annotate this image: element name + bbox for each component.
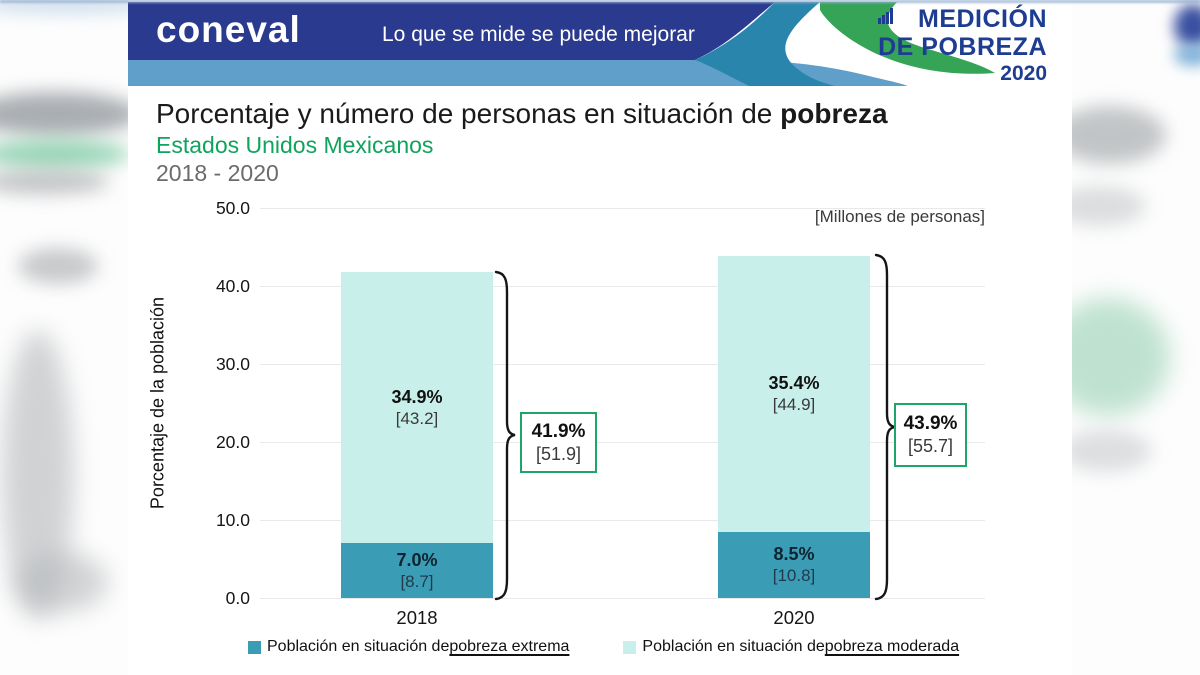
blur-blob — [1174, 4, 1200, 48]
blur-blob — [1072, 186, 1146, 226]
gridline — [260, 286, 985, 287]
blur-blob — [0, 140, 128, 168]
bar-2020-pobreza-extrema: 8.5% [10.8] — [718, 532, 870, 598]
legend-label-prefix: Población en situación de — [267, 638, 450, 655]
bar-value-pct: 7.0% — [396, 549, 438, 570]
blurred-backdrop-left — [0, 0, 128, 675]
y-tick-label: 40.0 — [215, 276, 250, 296]
blur-blob — [16, 552, 108, 612]
y-tick-label: 10.0 — [215, 510, 250, 530]
badge-line3: 2020 — [1000, 62, 1047, 85]
chart-title-regular: Porcentaje y número de personas en situa… — [156, 98, 781, 129]
legend-item-pobreza-moderada: Población en situación de pobreza modera… — [623, 638, 959, 656]
chart-title-bold: pobreza — [780, 98, 888, 129]
unit-note: [Millones de personas] — [814, 207, 985, 226]
y-tick-label: 20.0 — [215, 432, 250, 452]
chart-period: 2018 - 2020 — [156, 160, 279, 187]
x-tick-label-2020: 2020 — [773, 607, 815, 628]
total-millions: [51.9] — [535, 443, 582, 464]
legend: Población en situación de pobreza extrem… — [248, 638, 959, 656]
gridline — [260, 442, 985, 443]
y-tick-label: 30.0 — [215, 354, 250, 374]
slide-canvas: coneval Lo que se mide se puede mejorar … — [128, 0, 1072, 675]
legend-label-prefix: Población en situación de — [642, 638, 825, 655]
header-waves — [128, 2, 995, 86]
legend-label-underlined: pobreza extrema — [449, 638, 570, 655]
gridline — [260, 598, 985, 599]
blur-blob — [1072, 430, 1152, 472]
blur-blob — [1174, 44, 1200, 66]
legend-swatch-extrema — [248, 640, 261, 654]
total-millions: [55.7] — [907, 436, 954, 456]
blur-blob — [0, 92, 128, 136]
gridline — [260, 364, 985, 365]
bar-value-millions: [43.2] — [395, 408, 439, 428]
total-pct: 43.9% — [903, 413, 958, 434]
bar-value-pct: 34.9% — [391, 386, 443, 407]
legend-item-pobreza-extrema: Población en situación de pobreza extrem… — [248, 638, 569, 656]
title-block: Porcentaje y número de personas en situa… — [156, 98, 888, 187]
bar-2018-pobreza-moderada: 34.9% [43.2] — [341, 272, 493, 543]
legend-label-underlined: pobreza moderada — [824, 638, 960, 655]
gridline — [260, 208, 985, 209]
bar-value-millions: [10.8] — [772, 566, 816, 585]
total-pct: 41.9% — [531, 420, 586, 442]
blur-blob — [1072, 298, 1170, 416]
top-edge-line — [0, 0, 1200, 3]
blur-blob — [18, 248, 98, 284]
total-box-2020: 43.9% [55.7] — [894, 403, 967, 467]
y-tick-label: 50.0 — [215, 198, 250, 218]
badge-line2: DE POBREZA — [878, 33, 1047, 61]
bar-2020-pobreza-moderada: 35.4% [44.9] — [718, 256, 870, 532]
coneval-logo: coneval — [156, 9, 301, 50]
bar-value-pct: 8.5% — [773, 544, 815, 564]
x-tick-label-2018: 2018 — [396, 607, 438, 628]
total-bracket-2020 — [874, 253, 896, 601]
badge-line1: MEDICIÓN — [918, 5, 1047, 33]
header-slogan: Lo que se mide se puede mejorar — [382, 23, 695, 46]
blur-blob — [0, 170, 110, 194]
header-banner: coneval Lo que se mide se puede mejorar … — [128, 2, 1072, 86]
gridline — [260, 520, 985, 521]
chart-subtitle: Estados Unidos Mexicanos — [156, 132, 434, 159]
legend-swatch-moderada — [623, 640, 637, 654]
bar-value-millions: [8.7] — [400, 571, 434, 591]
bar-value-pct: 35.4% — [768, 373, 820, 393]
total-bracket-2018 — [494, 270, 516, 601]
chart-title: Porcentaje y número de personas en situa… — [156, 98, 888, 130]
blur-blob — [1072, 106, 1166, 164]
blur-blob — [0, 0, 128, 12]
blurred-backdrop-right — [1072, 0, 1200, 675]
total-box-2018: 41.9% [51.9] — [520, 412, 597, 473]
y-axis-title: Porcentaje de la población — [147, 296, 168, 510]
bar-value-millions: [44.9] — [772, 395, 816, 414]
medicion-pobreza-badge: MEDICIÓN DE POBREZA 2020 — [878, 7, 1047, 84]
y-tick-label: 0.0 — [225, 588, 250, 608]
bar-2018-pobreza-extrema: 7.0% [8.7] — [341, 543, 493, 598]
